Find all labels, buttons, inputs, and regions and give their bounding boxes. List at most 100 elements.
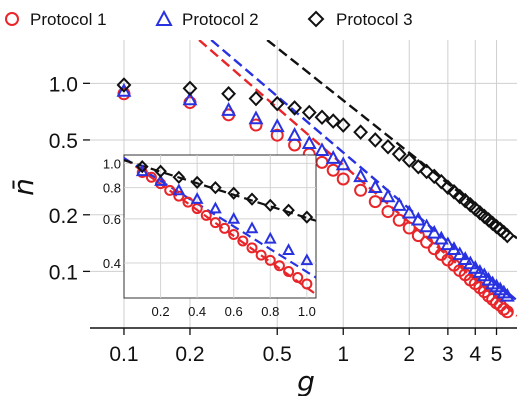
inset-plot: 0.2 0.4 0.6 0.8 1.0 0.4 0.6 0.8 1.0 (103, 154, 317, 319)
main-y-tick-labels: 0.1 0.2 0.5 1.0 (49, 73, 90, 284)
main-point-protocol-2-21 (452, 246, 468, 261)
inset-point-protocol-3-8 (282, 203, 295, 217)
main-y-tick-label-0-1: 0.1 (49, 261, 78, 284)
inset-point-protocol-1-1 (145, 171, 157, 183)
main-point-protocol-1-15 (411, 229, 425, 243)
main-x-tick-label-4: 4 (469, 343, 481, 366)
inset-point-protocol-3-5 (227, 186, 241, 200)
main-point-protocol-3-10 (353, 124, 369, 140)
legend-item-protocol-3: Protocol 3 (307, 10, 413, 29)
inset-point-protocol-1-15 (273, 260, 285, 272)
main-series-protocol-2 (116, 82, 515, 302)
legend-label-protocol-2: Protocol 2 (182, 10, 259, 29)
inset-point-protocol-2-1 (154, 173, 167, 186)
main-point-protocol-2-32 (499, 287, 515, 302)
main-point-protocol-2-12 (380, 188, 396, 203)
inset-y-tick-labels: 0.4 0.6 0.8 1.0 (103, 156, 121, 271)
main-y-tick-label-0-2: 0.2 (49, 205, 78, 228)
main-point-protocol-1-30 (493, 298, 507, 312)
inset-y-tick-label-0-6: 0.6 (103, 212, 121, 227)
legend-marker-protocol-1 (5, 12, 19, 26)
inset-data-points (135, 160, 314, 290)
legend-label-protocol-3: Protocol 3 (336, 10, 413, 29)
inset-point-protocol-1-11 (237, 235, 249, 247)
inset-point-protocol-1-7 (200, 209, 212, 221)
inset-point-protocol-1-16 (283, 266, 295, 278)
main-x-axis-title: g (297, 365, 315, 396)
main-fit-line-protocol-2 (210, 40, 517, 302)
inset-point-protocol-1-14 (264, 254, 276, 266)
main-y-tick-label-1-0: 1.0 (49, 73, 78, 96)
main-point-protocol-2-23 (462, 255, 478, 270)
main-point-protocol-2-20 (446, 241, 462, 256)
main-point-protocol-1-11 (368, 195, 382, 209)
main-series-protocol-3 (116, 77, 515, 244)
main-point-protocol-1-10 (354, 183, 368, 197)
inset-point-protocol-2-2 (172, 183, 186, 196)
main-x-tick-label-3: 3 (442, 343, 454, 366)
inset-point-protocol-1-10 (228, 228, 240, 240)
inset-point-protocol-2-3 (190, 192, 204, 204)
inset-point-protocol-1-6 (191, 203, 203, 215)
main-point-protocol-3-32 (499, 227, 515, 244)
main-point-protocol-1-9 (336, 172, 350, 186)
inset-point-protocol-1-8 (209, 217, 221, 229)
main-point-protocol-3-17 (426, 168, 442, 185)
inset-point-protocol-2-5 (227, 211, 241, 224)
inset-point-protocol-1-13 (255, 249, 267, 261)
main-point-protocol-1-12 (381, 205, 395, 219)
legend-label-protocol-1: Protocol 1 (30, 10, 107, 29)
main-x-tick-label-0-1: 0.1 (109, 343, 138, 366)
main-point-protocol-1-4 (270, 128, 284, 142)
inset-point-protocol-1-3 (164, 184, 176, 196)
inset-point-protocol-3-2 (172, 170, 186, 184)
inset-point-protocol-3-4 (209, 181, 222, 195)
main-point-protocol-1-31 (497, 302, 511, 316)
main-point-protocol-2-9 (335, 156, 351, 171)
main-y-axis-title: n̄ (7, 178, 40, 196)
main-point-protocol-3-7 (314, 109, 330, 126)
main-point-protocol-3-4 (269, 95, 285, 112)
main-x-tick-label-1: 1 (337, 343, 349, 366)
main-point-protocol-2-2 (221, 102, 237, 116)
main-point-protocol-3-3 (248, 90, 264, 107)
main-y-tick-label-0-5: 0.5 (49, 130, 78, 153)
inset-x-tick-label-0-2: 0.2 (152, 304, 170, 319)
inset-point-protocol-3-0 (135, 160, 149, 174)
main-point-protocol-2-15 (410, 211, 426, 226)
inset-point-protocol-1-18 (301, 278, 313, 290)
main-point-protocol-2-8 (325, 150, 341, 164)
main-point-protocol-3-8 (325, 113, 341, 129)
main-point-protocol-2-3 (248, 110, 264, 125)
main-plot: 0.1 0.2 0.5 1 2 3 4 5 0.1 0.2 0.5 1.0 g n̄ (7, 40, 517, 396)
inset-x-tick-label-0-8: 0.8 (261, 304, 279, 319)
main-x-tick-labels: 0.1 0.2 0.5 1 2 3 4 5 (109, 328, 502, 366)
main-point-protocol-1-14 (402, 221, 416, 235)
main-data-points (116, 77, 515, 319)
main-point-protocol-1-8 (326, 163, 340, 177)
main-point-protocol-3-14 (401, 152, 417, 169)
inset-x-tick-label-0-4: 0.4 (188, 304, 206, 319)
main-point-protocol-2-22 (457, 251, 473, 265)
inset-x-tick-label-0-6: 0.6 (225, 304, 243, 319)
main-point-protocol-3-9 (335, 117, 351, 133)
inset-point-protocol-2-7 (263, 231, 277, 244)
main-point-protocol-3-15 (410, 159, 426, 175)
inset-point-protocol-1-12 (246, 242, 258, 254)
main-point-protocol-1-32 (500, 305, 514, 319)
inset-point-protocol-2-9 (300, 253, 314, 266)
main-fit-line-protocol-3 (266, 40, 517, 240)
inset-point-protocol-1-9 (219, 222, 231, 234)
main-point-protocol-3-16 (419, 163, 435, 180)
main-point-protocol-2-1 (182, 91, 198, 106)
inset-point-protocol-3-9 (300, 210, 314, 224)
legend-item-protocol-1: Protocol 1 (5, 10, 107, 29)
main-x-tick-label-0-5: 0.5 (263, 343, 292, 366)
inset-point-protocol-1-17 (292, 272, 304, 284)
main-point-protocol-3-19 (440, 179, 456, 196)
main-point-protocol-2-5 (287, 127, 303, 141)
main-point-protocol-2-16 (419, 218, 435, 233)
main-x-tick-label-5: 5 (491, 343, 503, 366)
inset-point-protocol-3-6 (245, 192, 259, 206)
